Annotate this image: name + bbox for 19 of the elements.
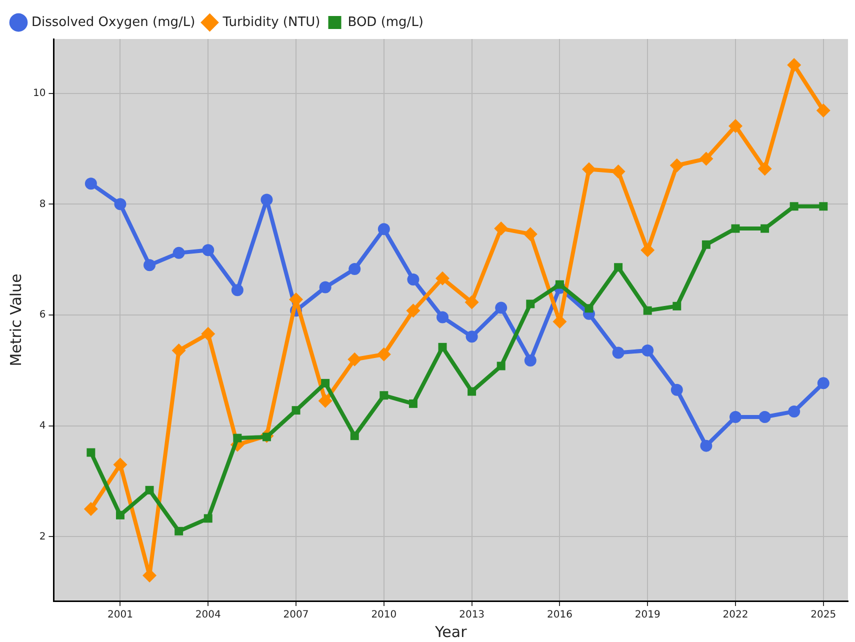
x-tick-label: 2016	[546, 610, 572, 621]
legend-label: Dissolved Oxygen (mg/L)	[32, 14, 196, 30]
legend-label: BOD (mg/L)	[348, 14, 424, 30]
y-tick-label: 4	[39, 420, 46, 432]
x-tick-label: 2007	[283, 610, 309, 621]
y-tick-label: 6	[39, 310, 46, 321]
y-tick-label: 2	[39, 531, 46, 542]
y-tick-label: 10	[32, 88, 46, 99]
legend-label: Turbidity (NTU)	[222, 14, 320, 30]
x-tick-label: 2001	[108, 610, 133, 621]
x-tick-label: 2019	[634, 610, 660, 621]
x-tick-label: 2013	[459, 610, 485, 621]
x-tick-label: 2025	[810, 610, 836, 621]
x-axis-title: Year	[434, 622, 468, 641]
y-axis-title: Metric Value	[6, 274, 25, 366]
x-tick-label: 2022	[722, 610, 748, 621]
x-tick-label: 2010	[371, 610, 397, 621]
x-tick-label: 2004	[195, 610, 221, 621]
y-tick-label: 8	[39, 198, 46, 210]
